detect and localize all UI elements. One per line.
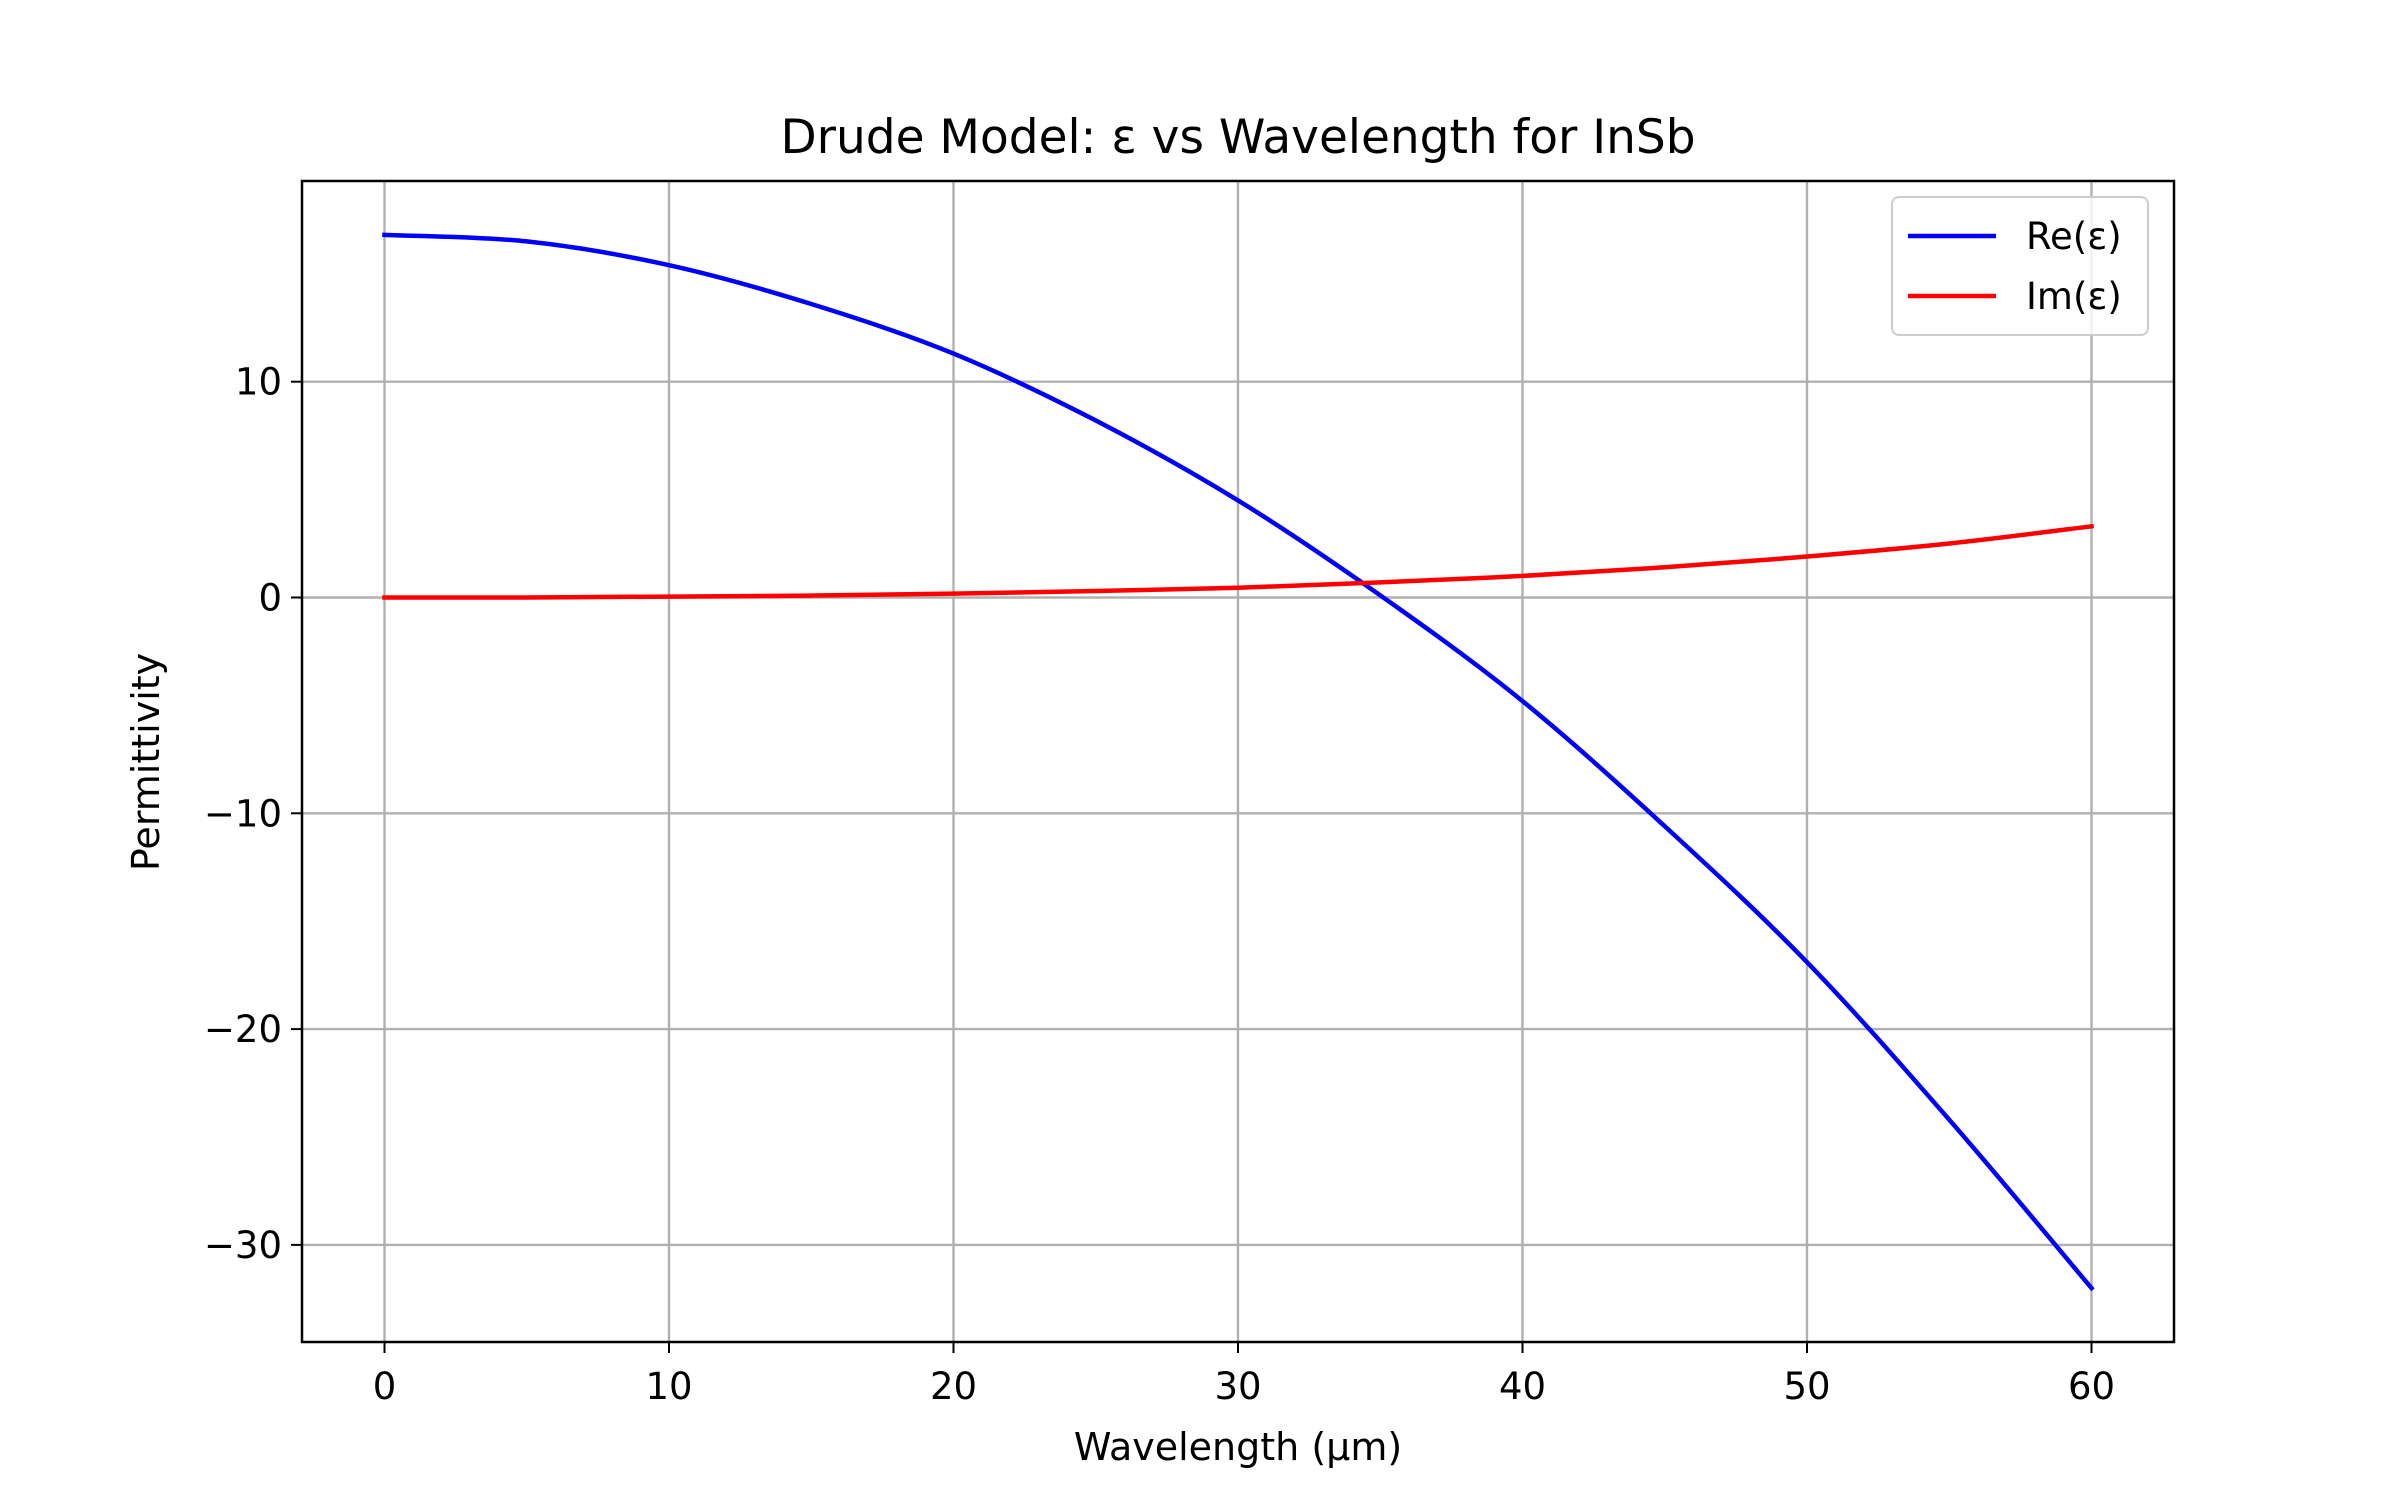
x-axis: 0 10 20 30 40 50 60 <box>373 1342 2115 1408</box>
y-axis: −30 −20 −10 0 10 <box>204 361 302 1267</box>
x-axis-label: Wavelength (μm) <box>1074 1425 1402 1469</box>
series-line-re <box>382 232 2095 1292</box>
x-tick-label: 30 <box>1214 1365 1261 1408</box>
y-tick-label: −10 <box>204 792 282 835</box>
grid <box>302 181 2174 1342</box>
x-tick-label: 50 <box>1783 1365 1830 1408</box>
legend: Re(ε) Im(ε) <box>1891 196 2149 336</box>
legend-label-re: Re(ε) <box>2026 215 2122 258</box>
x-tick-label: 60 <box>2068 1365 2115 1408</box>
x-tick-label: 40 <box>1499 1365 1546 1408</box>
y-tick-label: −30 <box>204 1224 282 1267</box>
y-tick-label: −20 <box>204 1008 282 1051</box>
x-tick-label: 10 <box>645 1365 692 1408</box>
y-axis-label: Permittivity <box>124 653 168 871</box>
series-line-im <box>382 523 2095 600</box>
legend-box <box>1891 196 2149 336</box>
x-tick-label: 0 <box>373 1365 397 1408</box>
x-tick-label: 20 <box>930 1365 977 1408</box>
chart-title: Drude Model: ε vs Wavelength for InSb <box>780 110 1695 165</box>
series-group <box>382 232 2095 1292</box>
legend-label-im: Im(ε) <box>2026 275 2122 318</box>
y-tick-label: 0 <box>258 576 282 619</box>
y-tick-label: 10 <box>235 361 282 404</box>
